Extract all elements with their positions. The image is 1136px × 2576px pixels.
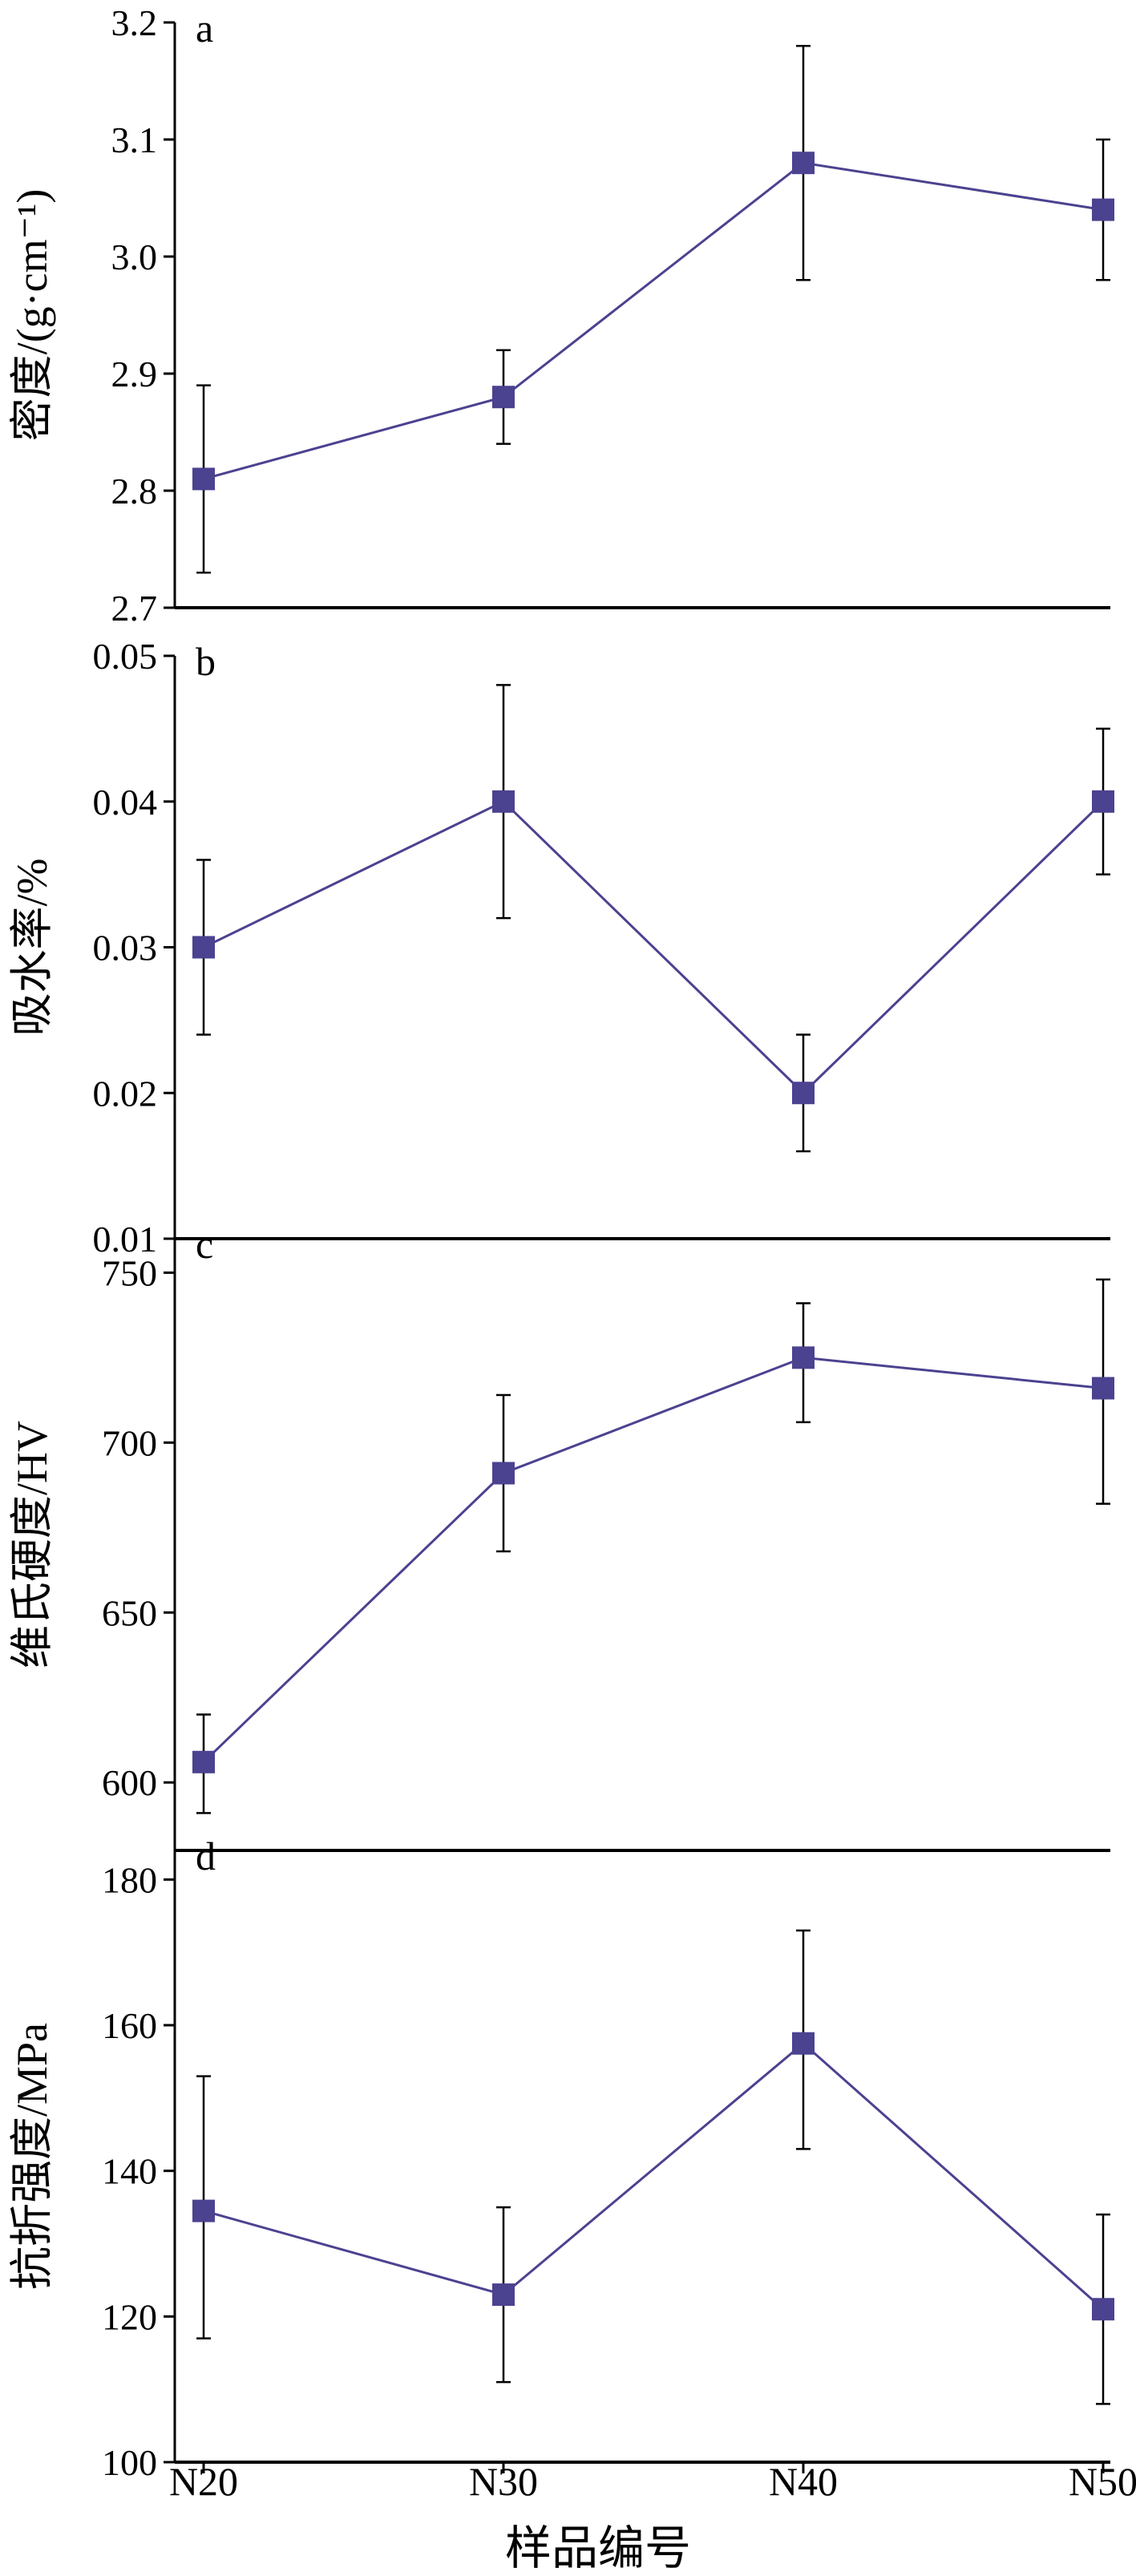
- y-tick-label: 2.9: [111, 354, 158, 394]
- data-point-n40: [792, 1302, 815, 1424]
- marker-square: [492, 1462, 515, 1485]
- marker-square: [1092, 2298, 1114, 2321]
- y-axis-title: 密度/(g·cm⁻¹): [8, 189, 56, 442]
- data-point-n30: [492, 684, 515, 920]
- y-tick-label: 700: [102, 1422, 157, 1463]
- data-point-n40: [792, 44, 815, 281]
- data-point-n20: [192, 1713, 215, 1814]
- y-tick-label: 100: [102, 2442, 157, 2483]
- data-point-n50: [1092, 1278, 1114, 1505]
- data-point-n40: [792, 1033, 815, 1153]
- x-axis-title: 样品编号: [505, 2522, 691, 2574]
- panel-label-a: a: [196, 6, 213, 51]
- y-tick-label: 3.1: [111, 119, 158, 160]
- data-point-n20: [192, 859, 215, 1036]
- data-point-n30: [492, 1393, 515, 1553]
- y-tick-label: 3.2: [111, 2, 158, 43]
- data-point-n20: [192, 2075, 215, 2339]
- y-tick-label: 650: [102, 1592, 157, 1633]
- panel-label-b: b: [196, 639, 216, 684]
- panel-a: 2.7 2.8 2.9 3.0 3.1 3.2 a 密度/(g·cm⁻¹): [8, 2, 1114, 629]
- data-point-n40: [792, 1929, 815, 2150]
- marker-square: [792, 1346, 815, 1369]
- panel-label-d: d: [196, 1834, 216, 1878]
- chart-panels: 2.72.82.93.03.13.2 a密度/(g·cm⁻¹)0.010.020.…: [8, 2, 1114, 2483]
- y-tick-label: 0.05: [93, 636, 158, 677]
- marker-square: [792, 2032, 815, 2055]
- marker-square: [792, 152, 815, 175]
- marker-square: [1092, 198, 1114, 221]
- panel-c: 600 650 700 750 c 维氏硬度/HV: [8, 1222, 1114, 1852]
- marker-square: [192, 467, 215, 491]
- data-point-n50: [1092, 727, 1114, 876]
- panel-b: 0.01 0.02 0.03 0.04 0.05 b 吸水率/%: [8, 636, 1114, 1260]
- data-point-n50: [1092, 138, 1114, 281]
- y-tick-label: 160: [102, 2005, 157, 2046]
- panel-d: 100 120 140 160 180 d 抗折强度/MPa: [8, 1834, 1114, 2483]
- y-tick-label: 2.7: [111, 588, 158, 629]
- x-tick-label-n40: N40: [769, 2459, 838, 2504]
- marker-square: [492, 790, 515, 813]
- y-tick-label: 600: [102, 1762, 157, 1803]
- marker-square: [192, 2199, 215, 2222]
- y-axis-title: 抗折强度/MPa: [8, 2023, 56, 2290]
- y-tick-label: 3.0: [111, 237, 158, 277]
- x-tick-label-n30: N30: [469, 2459, 538, 2504]
- data-point-n50: [1092, 2213, 1114, 2405]
- marker-square: [1092, 1377, 1114, 1400]
- data-point-n30: [492, 2206, 515, 2384]
- y-tick-label: 0.01: [93, 1219, 158, 1260]
- series-line: [202, 1356, 1104, 1763]
- y-tick-label: 0.04: [93, 782, 158, 823]
- series-line: [203, 161, 1104, 480]
- y-tick-label: 120: [102, 2296, 157, 2337]
- y-axis-title: 维氏硬度/HV: [8, 1421, 56, 1668]
- marker-square: [492, 386, 515, 409]
- marker-square: [192, 1750, 215, 1773]
- data-point-n20: [192, 384, 215, 574]
- marker-square: [492, 2283, 515, 2307]
- y-tick-label: 0.02: [93, 1073, 158, 1114]
- y-tick-label: 140: [102, 2151, 157, 2192]
- x-axis: N20 N30 N40 N50 样品编号: [169, 2459, 1136, 2574]
- y-tick-label: 750: [102, 1252, 157, 1293]
- marker-square: [1092, 790, 1114, 813]
- y-tick-label: 2.8: [111, 471, 158, 512]
- series-line: [203, 799, 1105, 1095]
- series-line: [203, 2041, 1104, 2311]
- x-tick-label-n50: N50: [1069, 2459, 1136, 2504]
- marker-square: [192, 936, 215, 959]
- data-point-n30: [492, 349, 515, 445]
- y-axis-title: 吸水率/%: [8, 859, 56, 1037]
- marker-square: [792, 1082, 815, 1105]
- panel-label-c: c: [196, 1222, 213, 1267]
- y-tick-label: 0.03: [93, 928, 158, 969]
- y-tick-label: 180: [102, 1859, 157, 1900]
- x-tick-label-n20: N20: [169, 2459, 238, 2504]
